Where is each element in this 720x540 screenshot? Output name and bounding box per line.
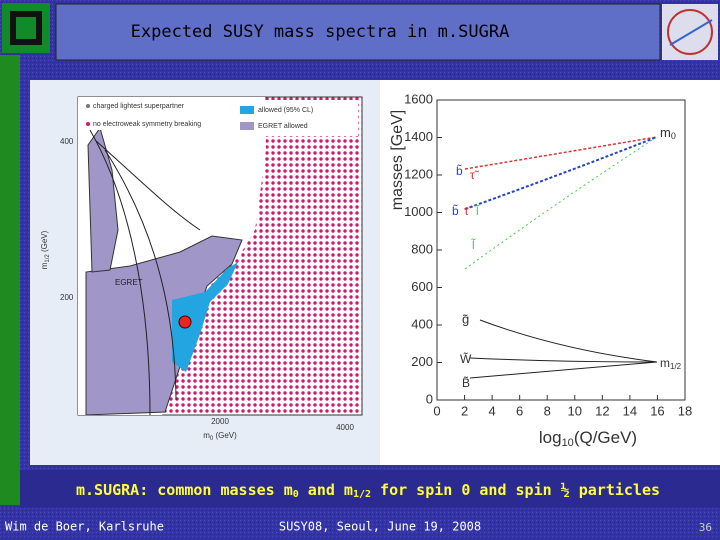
- allowed-region: [172, 262, 238, 372]
- legend-item: no electroweak symmetry breaking: [93, 121, 201, 128]
- x-tick-label: 2000: [211, 417, 229, 426]
- y-tick-label: 1000: [404, 204, 433, 219]
- particle-label: l̃: [474, 203, 480, 218]
- x-axis-label: m0 (GeV): [203, 431, 237, 441]
- particle-label: W̃: [460, 351, 472, 366]
- caption: m.SUGRA: common masses m0 and m1/2 for s…: [76, 481, 660, 501]
- region-label: EGRET: [115, 278, 143, 287]
- page-number: 36: [699, 521, 712, 534]
- x-tick-label: 18: [678, 403, 692, 418]
- legend-left: [84, 100, 234, 130]
- logo-left: [2, 3, 50, 53]
- footer-author: Wim de Boer, Karlsruhe: [5, 520, 164, 534]
- contour-lines: [89, 129, 201, 416]
- y-tick-label: 200: [411, 354, 433, 369]
- x-tick-label: 6: [516, 403, 523, 418]
- x-tick-label: 4000: [336, 423, 354, 432]
- curve: [469, 361, 658, 379]
- curve: [464, 136, 658, 210]
- x-tick-label: 14: [623, 403, 637, 418]
- side-bar: [0, 55, 20, 505]
- x-axis-label: log10(Q/GeV): [539, 428, 637, 448]
- x-tick-label: 2: [461, 403, 468, 418]
- footer-event: SUSY08, Seoul, June 19, 2008: [279, 520, 481, 534]
- particle-label: b̃: [452, 203, 459, 218]
- y-tick-label: 0: [426, 391, 433, 406]
- particle-label: b̃: [456, 163, 463, 178]
- y-tick-label: 600: [411, 279, 433, 294]
- y-tick-label: 400: [411, 316, 433, 331]
- title-box: [55, 3, 661, 61]
- particle-label: g̃: [462, 311, 469, 326]
- legend-item: EGRET allowed: [258, 123, 308, 130]
- y-tick-label: 800: [411, 241, 433, 256]
- particle-label: l̃: [470, 237, 476, 252]
- curve: [464, 136, 658, 270]
- y-tick-label: 1200: [404, 166, 433, 181]
- legend-item: charged lightest superpartner: [93, 103, 185, 110]
- x-tick-label: 12: [595, 403, 609, 418]
- x-tick-label: 8: [544, 403, 551, 418]
- caption-bar: [20, 470, 720, 508]
- y-tick-label: 400: [60, 137, 74, 146]
- curve-label: m0: [660, 125, 676, 141]
- y-tick-label: 200: [60, 293, 74, 302]
- x-tick-label: 4: [488, 403, 495, 418]
- curve: [469, 357, 658, 363]
- x-tick-label: 10: [568, 403, 582, 418]
- legend-right: [236, 100, 358, 136]
- y-axis-label: masses [GeV]: [389, 110, 406, 210]
- curve: [464, 136, 658, 170]
- y-axis-label: m1/2 (GeV): [40, 230, 50, 269]
- curve-label: m1/2: [660, 356, 682, 371]
- y-tick-label: 1600: [404, 91, 433, 106]
- logo-right: [662, 4, 718, 60]
- curve: [479, 319, 658, 363]
- legend-item: allowed (95% CL): [258, 107, 313, 114]
- x-tick-label: 16: [650, 403, 664, 418]
- title: Expected SUSY mass spectra in m.SUGRA: [131, 22, 510, 42]
- y-tick-label: 1400: [404, 129, 433, 144]
- x-tick-label: 0: [433, 403, 440, 418]
- marker: [178, 315, 192, 329]
- particle-label: B̃: [462, 375, 470, 390]
